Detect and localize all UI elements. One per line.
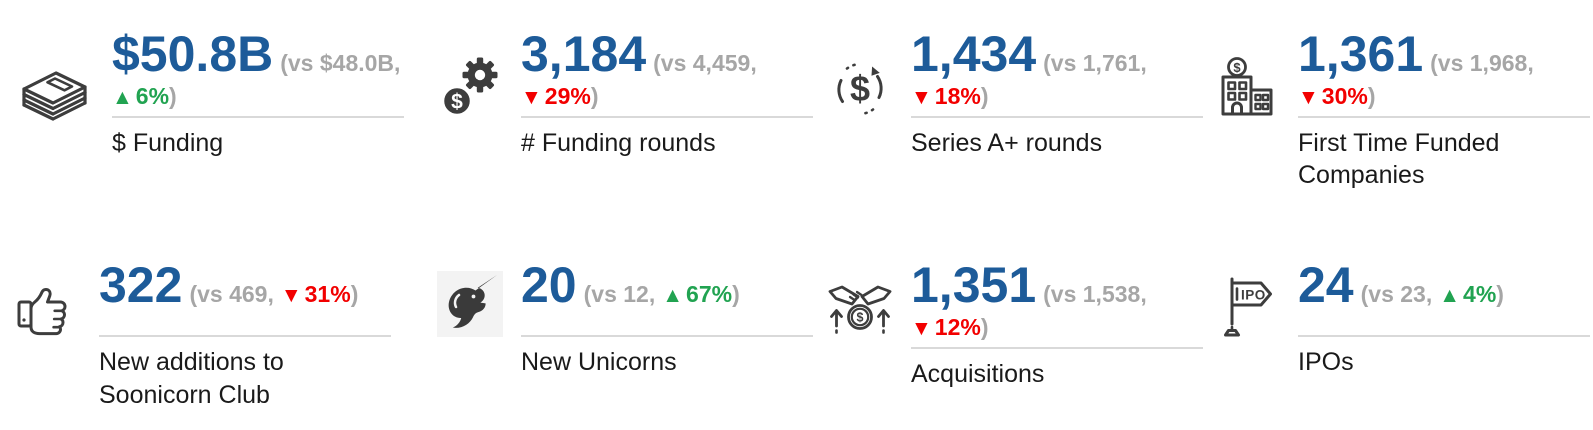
stat-delta-pct: 18% <box>934 83 981 109</box>
stat-line: 20 (vs 12, ▲ 67%) <box>521 257 822 313</box>
stat-card-first-time-funded: $ 1,361 (vs 1,968, ▼ 30%) First Time Funded… <box>1209 0 1593 215</box>
stat-comparison: (vs 469, <box>189 281 274 307</box>
stat-value: 20 <box>521 257 577 313</box>
stat-line: 1,361 (vs 1,968, ▼ 30%) <box>1298 26 1593 110</box>
handshake-dollar-icon: $ <box>822 271 897 337</box>
stat-card-soonicorn-additions: 322 (vs 469, ▼ 31%) New additions to Soonic… <box>10 215 432 430</box>
stat-value: 24 <box>1298 257 1354 313</box>
divider <box>1298 115 1590 118</box>
stat-comparison: (vs 12, <box>583 281 656 307</box>
stat-card-ipos: IPO 24 (vs 23, ▲ 4%) IPOs <box>1209 215 1593 430</box>
svg-text:$: $ <box>856 311 863 325</box>
funded-building-icon: $ <box>1209 56 1284 122</box>
close-paren: ) <box>169 83 177 109</box>
stat-value: 3,184 <box>521 26 647 82</box>
down-arrow-icon: ▼ <box>521 86 542 109</box>
dollar-cycle-icon: $ <box>822 56 897 122</box>
divider <box>521 335 813 337</box>
svg-text:$: $ <box>849 68 869 109</box>
stat-delta: ▼ 31%) <box>281 281 359 307</box>
close-paren: ) <box>980 83 989 109</box>
stat-delta: ▲ 67%) <box>662 281 740 307</box>
stat-comparison: (vs 1,968, <box>1430 50 1534 76</box>
stat-delta-pct: 12% <box>934 314 981 340</box>
stat-delta-pct: 30% <box>1321 83 1368 109</box>
stat-delta: ▲ 6%) <box>112 83 417 110</box>
stat-card-funding-rounds: $ 3,184 (vs 4,459, ▼ 29%) # Funding rounds <box>432 0 822 215</box>
stat-label: First Time Funded Companies <box>1298 128 1500 190</box>
money-stack-icon <box>10 62 98 124</box>
thumbs-up-icon <box>10 271 85 337</box>
stat-label: Series A+ rounds <box>911 128 1103 157</box>
divider <box>112 115 404 118</box>
close-paren: ) <box>1496 281 1504 307</box>
gear-dollar-icon: $ <box>432 56 507 122</box>
divider <box>99 335 391 337</box>
stat-line: 1,351 (vs 1,538, ▼ 12%) <box>911 257 1209 341</box>
stat-delta: ▼ 12%) <box>911 314 1209 341</box>
divider <box>911 346 1203 349</box>
stat-card-series-a-rounds: $ 1,434 (vs 1,761, ▼ 18%) Series A+ rounds <box>822 0 1209 215</box>
stat-line: 3,184 (vs 4,459, ▼ 29%) <box>521 26 822 110</box>
svg-text:IPO: IPO <box>1241 288 1266 303</box>
stat-delta: ▼ 30%) <box>1298 83 1593 110</box>
close-paren: ) <box>350 281 359 307</box>
stat-delta-pct: 29% <box>544 83 591 109</box>
stat-comparison: (vs 1,538, <box>1043 281 1147 307</box>
stat-delta: ▲ 4%) <box>1439 281 1504 307</box>
stat-line: 24 (vs 23, ▲ 4%) <box>1298 257 1593 313</box>
close-paren: ) <box>980 314 989 340</box>
down-arrow-icon: ▼ <box>911 317 932 340</box>
stat-value: $50.8B <box>112 26 274 82</box>
stat-comparison: (vs 23, <box>1360 281 1433 307</box>
stat-label: New Unicorns <box>521 348 677 376</box>
close-paren: ) <box>590 83 599 109</box>
stat-delta-pct: 4% <box>1463 281 1497 307</box>
stat-value: 1,351 <box>911 257 1037 313</box>
down-arrow-icon: ▼ <box>911 86 932 109</box>
divider <box>521 115 813 118</box>
stat-delta: ▼ 29%) <box>521 83 822 110</box>
down-arrow-icon: ▼ <box>280 284 302 307</box>
stat-label: # Funding rounds <box>521 128 716 157</box>
divider <box>911 115 1203 118</box>
close-paren: ) <box>1367 83 1376 109</box>
stat-card-new-unicorns: 20 (vs 12, ▲ 67%) New Unicorns <box>432 215 822 430</box>
stat-delta: ▼ 18%) <box>911 83 1209 110</box>
ipo-signpost-icon: IPO <box>1209 271 1284 337</box>
stat-label: IPOs <box>1298 348 1354 376</box>
stat-card-acquisitions: $ 1,351 (vs 1,538, ▼ 12%) Acquisitions <box>822 215 1209 430</box>
stat-label: Acquisitions <box>911 359 1045 388</box>
close-paren: ) <box>732 281 740 307</box>
stat-line: 322 (vs 469, ▼ 31%) <box>99 257 404 313</box>
stat-comparison: (vs 1,761, <box>1043 50 1147 76</box>
stat-delta-pct: 67% <box>686 281 733 307</box>
unicorn-icon <box>432 271 507 337</box>
stat-comparison: (vs 4,459, <box>653 50 757 76</box>
svg-text:$: $ <box>1233 60 1241 75</box>
stat-value: 1,361 <box>1298 26 1424 82</box>
up-arrow-icon: ▲ <box>1439 284 1461 307</box>
stat-value: 1,434 <box>911 26 1037 82</box>
stat-delta-pct: 6% <box>135 83 170 109</box>
stat-delta-pct: 31% <box>304 281 351 307</box>
up-arrow-icon: ▲ <box>112 86 133 109</box>
stat-line: $50.8B (vs $48.0B, ▲ 6%) <box>112 26 417 110</box>
stat-label: New additions to Soonicorn Club <box>99 348 284 409</box>
stat-comparison: (vs $48.0B, <box>280 50 401 76</box>
stat-card-funding-amount: $50.8B (vs $48.0B, ▲ 6%) $ Funding <box>10 0 432 215</box>
stat-value: 322 <box>99 257 183 313</box>
stat-line: 1,434 (vs 1,761, ▼ 18%) <box>911 26 1209 110</box>
divider <box>1298 335 1590 337</box>
svg-text:$: $ <box>451 91 463 114</box>
up-arrow-icon: ▲ <box>662 284 684 307</box>
stat-label: $ Funding <box>112 128 224 157</box>
down-arrow-icon: ▼ <box>1298 86 1319 109</box>
